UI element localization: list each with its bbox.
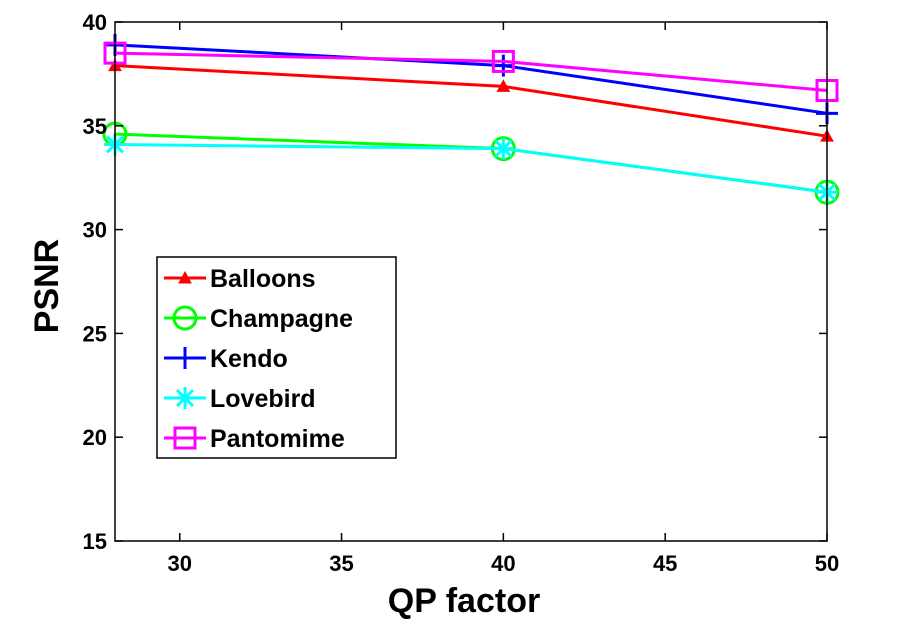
y-tick-label: 40 xyxy=(83,10,107,35)
data-point-pantomime xyxy=(491,49,515,73)
data-point-kendo xyxy=(492,54,515,77)
y-tick-label: 30 xyxy=(83,218,107,243)
data-point-lovebird xyxy=(492,137,515,160)
legend-label-balloons: Balloons xyxy=(210,265,316,293)
legend-marker-kendo xyxy=(174,347,196,369)
series-line-lovebird xyxy=(114,143,828,194)
y-tick-label: 20 xyxy=(83,425,107,450)
data-point-balloons xyxy=(496,79,511,92)
x-tick-label: 50 xyxy=(815,551,839,576)
legend: Balloons Champagne Kendo Lovebird Pantomime xyxy=(156,256,397,459)
legend-label-champagne: Champagne xyxy=(210,305,353,333)
legend-marker-champagne xyxy=(172,305,198,331)
series-line-pantomime xyxy=(114,51,828,92)
x-tick-label: 45 xyxy=(653,551,677,576)
axes-frame xyxy=(114,21,828,542)
legend-label-pantomime: Pantomime xyxy=(210,425,345,453)
x-tick-label: 30 xyxy=(167,551,191,576)
legend-marker-lovebird xyxy=(174,387,196,409)
x-axis-label: QP factor xyxy=(388,582,540,620)
legend-label-kendo: Kendo xyxy=(210,345,288,373)
series-line-champagne xyxy=(114,132,828,194)
y-tick-label: 15 xyxy=(83,529,107,554)
legend-marker-balloons xyxy=(178,270,192,284)
series-line-balloons xyxy=(114,64,828,138)
y-tick-label: 25 xyxy=(83,321,107,346)
legend-label-lovebird: Lovebird xyxy=(210,385,316,413)
x-tick-label: 35 xyxy=(329,551,353,576)
axis-ticks: 30 35 40 45 50 15 20 25 30 35 40 xyxy=(83,10,840,576)
y-tick-label: 35 xyxy=(83,114,107,139)
x-tick-label: 40 xyxy=(491,551,515,576)
plot-area xyxy=(102,33,840,205)
legend-marker-pantomime xyxy=(173,426,197,450)
y-axis-label: PSNR xyxy=(28,239,66,333)
